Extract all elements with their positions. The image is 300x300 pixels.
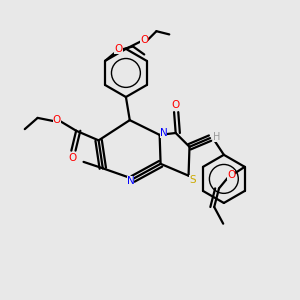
Text: N: N xyxy=(160,128,167,138)
Text: O: O xyxy=(171,100,179,110)
Text: N: N xyxy=(127,176,134,187)
Text: O: O xyxy=(140,34,148,44)
Text: H: H xyxy=(213,131,221,142)
Text: O: O xyxy=(114,44,123,54)
Text: O: O xyxy=(68,153,76,163)
Text: O: O xyxy=(53,115,61,125)
Text: O: O xyxy=(227,170,235,180)
Text: S: S xyxy=(189,175,196,184)
